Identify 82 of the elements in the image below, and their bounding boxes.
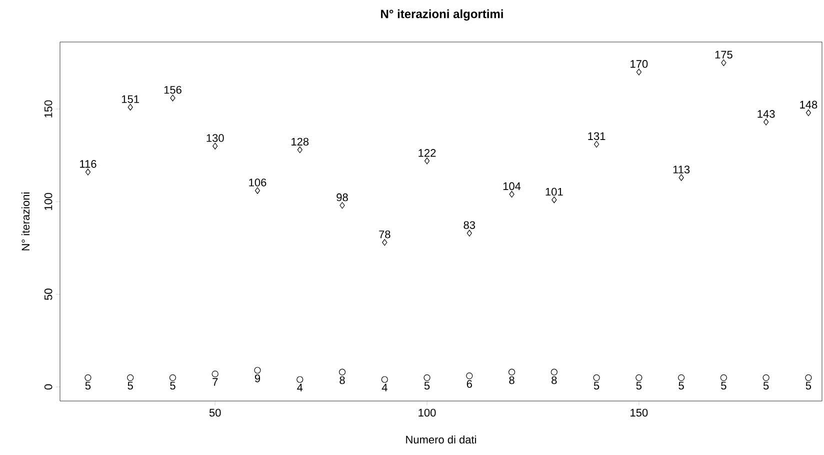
point [296,376,304,383]
point [127,374,134,381]
point [594,140,600,148]
data-label: 175 [715,50,732,59]
point [550,368,558,376]
data-label: 4 [382,384,388,392]
point [806,109,811,116]
data-label: 148 [800,100,818,109]
point [552,196,557,204]
data-label: 128 [292,138,309,146]
point [338,368,346,376]
point [805,374,812,381]
data-label: 8 [340,376,345,384]
point [764,118,769,126]
point [593,374,600,381]
point [636,374,642,381]
point [254,366,261,374]
data-label: 122 [418,149,436,157]
x-tick-label: 100 [418,408,436,417]
data-label: 83 [464,221,476,229]
data-label: 151 [122,95,139,104]
data-label: 5 [636,382,642,390]
point [381,376,388,383]
point [466,372,473,380]
point [721,59,726,66]
point [170,94,176,102]
data-label: 130 [206,134,224,142]
data-label: 101 [546,188,563,196]
data-label: 143 [758,110,775,118]
point [84,374,92,381]
data-label: 131 [588,132,606,140]
data-label: 5 [424,382,430,390]
data-label: 5 [128,382,133,390]
data-label: 8 [509,376,514,384]
data-label: 9 [254,374,260,382]
data-label: 5 [594,382,600,390]
data-label: 5 [85,382,91,390]
point [466,230,472,236]
y-tick-label: 0 [44,384,52,390]
point [340,202,345,209]
x-axis-title: Numero di dati [406,435,476,444]
point [678,174,684,181]
data-label: 5 [763,382,769,390]
x-tick-label: 50 [209,408,221,417]
x-tick-label: 150 [630,408,648,417]
data-label: 170 [630,60,648,68]
point [636,68,642,76]
y-axis-title: N° iterazioni [21,192,30,250]
data-label: 8 [552,376,557,384]
y-tick-label: 50 [44,288,52,300]
point [85,168,91,176]
data-label: 116 [80,160,96,168]
data-label: 5 [678,382,684,390]
data-label: 98 [336,193,348,202]
data-label: 104 [503,182,521,190]
point [212,370,218,378]
point [509,190,514,198]
point [212,142,218,150]
point [762,374,770,381]
point [297,146,302,154]
point [720,374,727,381]
data-label: 5 [721,382,726,390]
data-label: 7 [212,378,218,386]
data-label: 5 [806,382,812,390]
data-label: 4 [297,384,303,392]
y-tick-label: 150 [44,100,52,118]
y-tick-label: 100 [44,192,52,210]
point [508,368,516,376]
point [169,374,176,381]
data-label: 6 [466,380,472,388]
data-label: 78 [379,230,390,238]
point [382,239,388,246]
data-label: 106 [249,178,266,186]
point [424,158,430,164]
chart-title: N° iterazioni algortimi [381,9,503,21]
point [254,187,260,194]
data-label: 113 [673,166,690,174]
point [424,374,430,381]
data-label: 156 [164,86,182,94]
data-label: 5 [170,382,176,390]
point [128,104,133,111]
point [678,374,685,381]
